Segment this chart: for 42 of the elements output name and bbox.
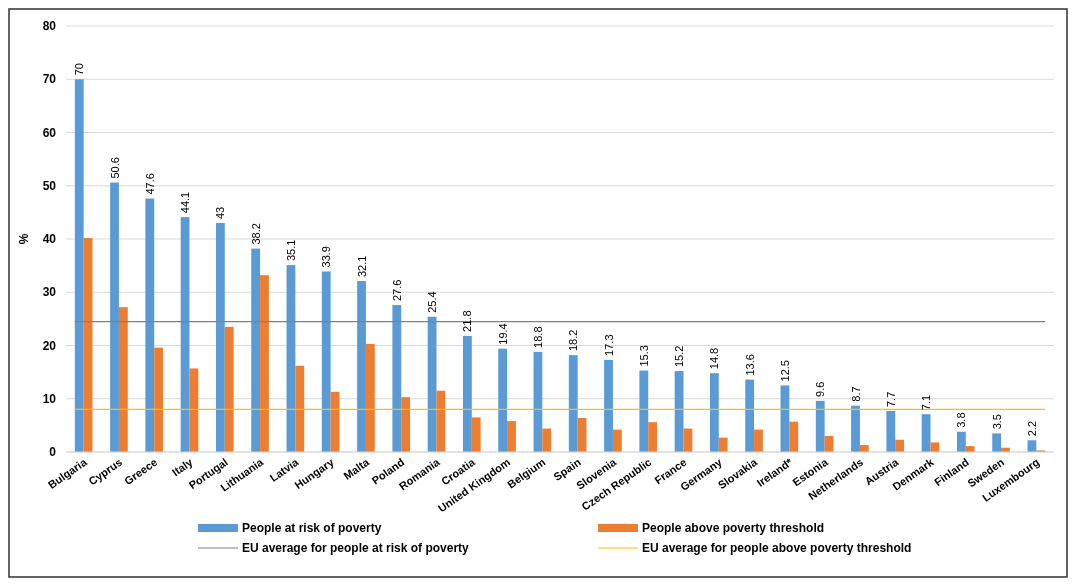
data-label: 17.3 xyxy=(602,334,615,356)
data-label: 3.5 xyxy=(990,414,1003,430)
data-label: 21.8 xyxy=(461,310,474,332)
data-label: 18.2 xyxy=(567,329,580,352)
data-label: 43 xyxy=(214,206,227,220)
data-label: 35.1 xyxy=(284,239,297,262)
y-tick-label: 60 xyxy=(42,125,57,140)
y-tick-label: 80 xyxy=(42,19,57,34)
data-label: 50.6 xyxy=(108,157,121,179)
y-tick-label: 30 xyxy=(42,285,57,300)
data-label: 33.9 xyxy=(320,246,333,268)
data-label: 15.2 xyxy=(673,345,686,368)
data-label: 15.3 xyxy=(637,345,650,367)
data-label: 47.6 xyxy=(143,173,156,195)
data-label: 9.6 xyxy=(814,381,827,397)
data-label: 13.6 xyxy=(743,354,756,376)
legend-label: EU average for people at risk of poverty xyxy=(242,541,470,556)
y-tick-label: 20 xyxy=(42,338,57,353)
y-tick-label: 0 xyxy=(49,445,57,460)
y-tick-label: 10 xyxy=(42,391,57,406)
data-label: 12.5 xyxy=(778,360,791,382)
data-label: 7.1 xyxy=(920,394,933,411)
data-label: 38.2 xyxy=(249,223,262,245)
data-label: 19.4 xyxy=(496,323,509,345)
y-axis-title: % xyxy=(17,233,31,245)
data-label: 3.8 xyxy=(955,412,968,428)
data-label: 25.4 xyxy=(426,291,439,313)
y-tick-label: 70 xyxy=(42,72,57,87)
data-label: 2.2 xyxy=(1025,420,1038,437)
data-label: 8.7 xyxy=(849,386,862,402)
legend-label: People above poverty threshold xyxy=(642,521,825,536)
legend-label: EU average for people above poverty threshold xyxy=(642,541,912,556)
data-label: 18.8 xyxy=(531,326,544,348)
legend-label: People at risk of poverty xyxy=(242,521,382,536)
data-label: 70 xyxy=(73,63,86,76)
data-label: 14.8 xyxy=(708,347,721,370)
data-label: 32.1 xyxy=(355,255,368,278)
data-label: 44.1 xyxy=(179,191,192,214)
data-label: 27.6 xyxy=(390,279,403,302)
y-tick-label: 50 xyxy=(42,178,57,193)
data-label: 7.7 xyxy=(884,391,897,407)
y-tick-label: 40 xyxy=(42,232,57,247)
